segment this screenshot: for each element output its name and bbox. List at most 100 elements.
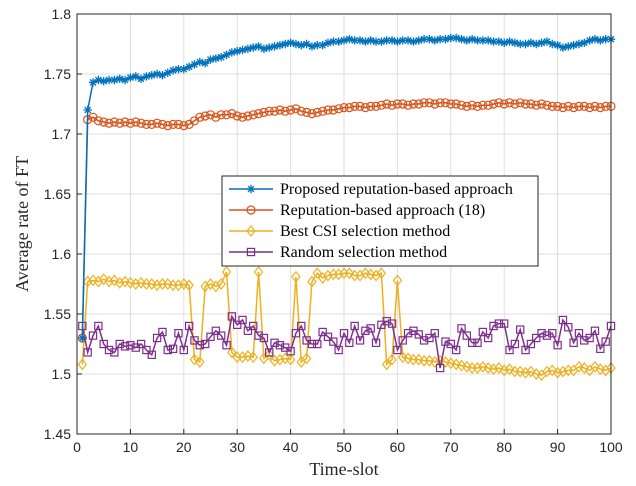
data-point [195, 57, 205, 67]
data-point [435, 98, 445, 108]
data-point [398, 336, 407, 345]
data-point [580, 38, 589, 47]
data-point [158, 327, 167, 337]
data-point [419, 98, 429, 108]
data-point [99, 77, 108, 86]
data-point [152, 69, 162, 79]
data-point [601, 35, 610, 44]
data-point [397, 351, 408, 364]
legend-item: Random selection method [229, 244, 447, 261]
data-point [376, 100, 386, 110]
data-point [88, 331, 98, 340]
data-point [515, 98, 525, 108]
data-point [259, 107, 269, 118]
data-point [237, 351, 248, 364]
data-point [93, 116, 103, 126]
series-line [81, 314, 612, 369]
axis-ticks: 0 10 20 30 40 50 60 70 80 90 100 1.45 1.5 1.55 1.6 1.65… [44, 6, 623, 455]
data-point [227, 108, 237, 119]
legend-item: Proposed reputation-based approach [229, 181, 513, 198]
data-point [216, 53, 226, 62]
data-point [596, 36, 605, 45]
data-point [136, 276, 146, 289]
data-point [366, 324, 375, 333]
data-point [361, 326, 370, 336]
data-point [147, 71, 156, 80]
data-point [98, 273, 109, 286]
data-point [414, 330, 423, 339]
data-point [195, 112, 205, 122]
y-tick-label: 1.65 [44, 186, 71, 202]
data-point [136, 118, 146, 128]
data-point [259, 44, 269, 53]
data-point [425, 35, 434, 44]
data-point [462, 101, 472, 112]
data-point [542, 365, 552, 378]
data-point [574, 39, 584, 49]
data-point [179, 65, 188, 74]
data-point [414, 36, 423, 45]
data-point [285, 353, 296, 366]
data-point [403, 100, 413, 110]
data-point [334, 104, 344, 114]
data-point [382, 36, 391, 45]
data-point [403, 36, 413, 45]
data-point [216, 278, 226, 290]
data-point [243, 44, 253, 53]
data-point [190, 336, 199, 345]
data-point [547, 364, 558, 377]
data-point [580, 336, 589, 345]
series-star [78, 33, 616, 343]
data-point [536, 99, 547, 109]
data-point [104, 275, 114, 288]
data-point [253, 108, 264, 119]
x-tick-label: 60 [390, 439, 406, 455]
data-point [152, 279, 162, 292]
data-point [377, 37, 386, 46]
x-tick-label: 20 [176, 439, 192, 455]
data-point [440, 98, 451, 108]
data-point [537, 38, 546, 47]
data-point [569, 338, 578, 348]
data-point [174, 65, 183, 74]
data-point [211, 326, 221, 336]
data-point [505, 345, 514, 355]
data-point [130, 278, 141, 290]
x-tick-label: 100 [599, 439, 623, 455]
data-point [307, 275, 317, 288]
data-point [510, 38, 520, 47]
data-point [157, 119, 168, 130]
data-point [286, 38, 295, 47]
data-point [398, 36, 407, 45]
data-point [99, 117, 109, 127]
data-point [104, 75, 114, 85]
data-point [82, 275, 93, 288]
data-point [238, 45, 247, 55]
data-point [179, 120, 189, 131]
data-point [120, 75, 130, 85]
data-point [451, 358, 461, 371]
data-point [200, 59, 210, 68]
data-point [569, 102, 579, 113]
data-point [532, 333, 541, 343]
data-point [243, 326, 253, 336]
data-point [173, 279, 184, 292]
data-point [297, 41, 306, 50]
data-point [291, 270, 301, 283]
data-point [451, 99, 461, 109]
data-point [318, 327, 327, 337]
data-point [206, 332, 215, 342]
data-point [291, 39, 301, 49]
data-point [152, 333, 162, 343]
data-point [552, 101, 563, 112]
data-point [456, 100, 467, 110]
data-point [585, 102, 595, 113]
x-tick-label: 50 [336, 439, 352, 455]
data-point [323, 332, 333, 342]
data-point [120, 275, 130, 288]
data-point [403, 329, 413, 338]
data-point [350, 101, 360, 112]
legend-marker [246, 247, 256, 257]
data-point [430, 356, 440, 368]
data-point [238, 315, 247, 325]
